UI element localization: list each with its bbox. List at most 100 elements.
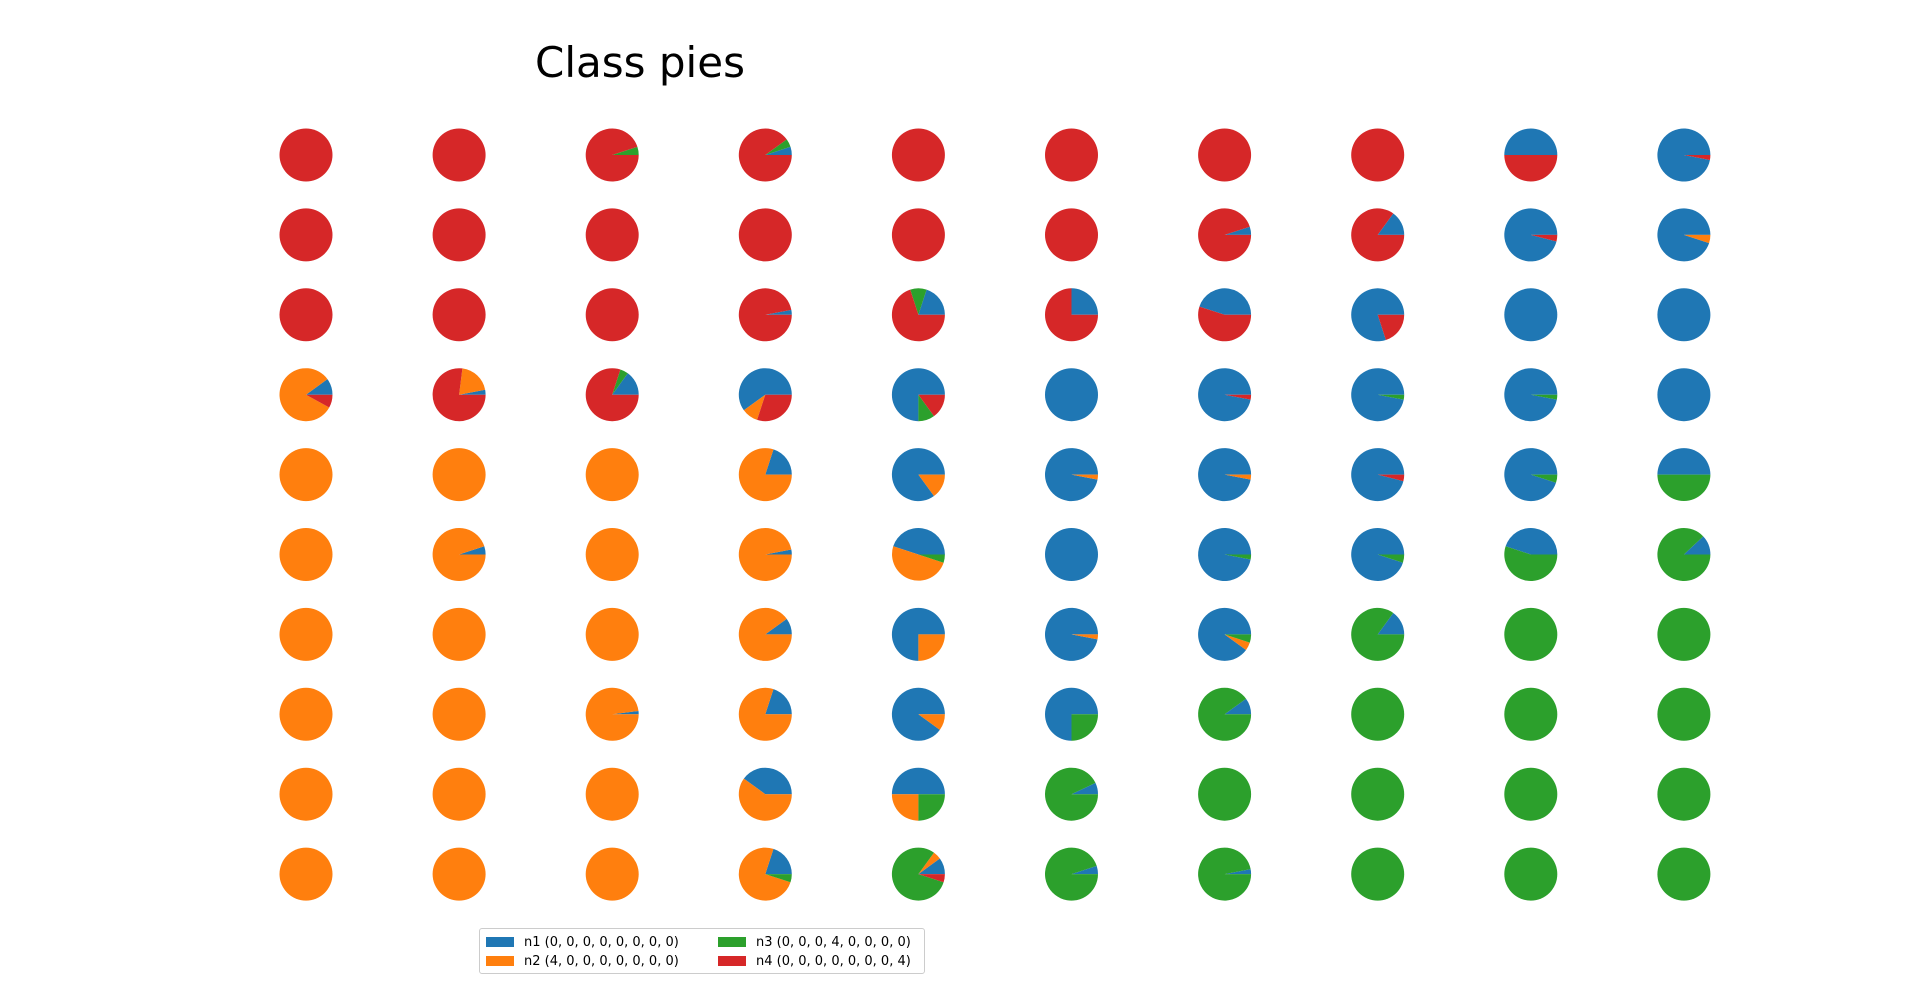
pie-r1-c2 [585, 208, 639, 262]
pie-r7-c0 [279, 687, 333, 741]
pie-r2-c3 [738, 288, 792, 342]
pie-r9-c2 [585, 847, 639, 901]
pie-r7-c2 [585, 687, 639, 741]
pie-slice-n4 [1045, 288, 1098, 342]
pie-slice-n1 [1504, 208, 1558, 262]
pie-r2-c5 [1045, 288, 1098, 342]
pie-slice-n4 [306, 394, 333, 408]
pie-slice-n2 [1224, 634, 1250, 650]
pie-r7-c9 [1657, 687, 1711, 741]
pie-r8-c0 [279, 767, 333, 821]
pie-r4-c9 [1657, 448, 1711, 502]
pie-r8-c4 [891, 767, 945, 821]
pie-r8-c5 [1045, 767, 1098, 821]
pie-slice-n2 [738, 778, 792, 821]
pie-slice-n4 [279, 128, 333, 182]
pie-slice-n1 [891, 448, 945, 502]
pie-r0-c6 [1198, 128, 1252, 182]
pie-r0-c7 [1351, 128, 1405, 182]
pie-r1-c0 [279, 208, 333, 262]
pie-r9-c1 [432, 847, 486, 901]
pie-r0-c1 [432, 128, 486, 182]
pie-slice-n1 [612, 373, 639, 395]
pie-slice-n1 [1351, 527, 1405, 581]
pie-slice-n1 [1045, 528, 1098, 581]
pie-slice-n3 [1530, 394, 1558, 400]
legend: n1 (0, 0, 0, 0, 0, 0, 0, 0) n2 (4, 0, 0,… [479, 928, 925, 974]
chart-title: Class pies [535, 38, 745, 87]
pie-slice-n4 [1351, 208, 1405, 262]
pie-slice-n4 [738, 208, 792, 262]
pie-slice-n1 [891, 687, 945, 741]
pie-r5-c1 [432, 528, 486, 582]
pie-slice-n1 [1198, 528, 1252, 582]
pie-r5-c0 [279, 528, 333, 581]
pie-slice-n4 [757, 394, 792, 422]
pie-slice-n2 [279, 687, 333, 741]
pie-slice-n1 [1377, 213, 1405, 235]
pie-r3-c9 [1657, 368, 1711, 422]
pie-r0-c5 [1045, 128, 1098, 182]
pie-slice-n3 [1224, 634, 1252, 643]
pie-r4-c6 [1198, 448, 1252, 502]
pie-slice-n1 [1071, 865, 1098, 875]
pie-r0-c0 [279, 128, 333, 182]
pie-r6-c7 [1351, 607, 1405, 661]
pie-r7-c3 [738, 687, 792, 741]
pie-r8-c2 [585, 767, 639, 821]
pie-r2-c0 [279, 288, 333, 342]
pie-r7-c6 [1198, 687, 1252, 741]
pie-slice-n4 [1530, 234, 1558, 242]
pie-r8-c9 [1657, 767, 1711, 821]
pie-slice-n3 [1351, 607, 1405, 661]
pie-slice-n3 [1377, 394, 1405, 400]
pie-slice-n2 [279, 607, 333, 661]
pie-slice-n4 [1198, 306, 1252, 342]
pie-r3-c5 [1045, 368, 1098, 422]
pie-slice-n2 [1224, 474, 1252, 480]
pie-r6-c4 [891, 607, 945, 661]
pie-slice-n2 [892, 546, 944, 581]
legend-item-n2: n2 (4, 0, 0, 0, 0, 0, 0, 0) [486, 952, 679, 970]
pie-slice-n1 [765, 689, 792, 715]
pie-slice-n4 [891, 289, 945, 342]
pie-r4-c8 [1504, 448, 1558, 502]
legend-item-n4: n4 (0, 0, 0, 0, 0, 0, 0, 4) [718, 952, 911, 970]
pie-slice-n1 [918, 858, 945, 875]
pie-slice-n4 [432, 128, 486, 182]
pie-r5-c5 [1045, 528, 1098, 581]
pie-r2-c2 [585, 288, 639, 342]
pie-slice-n4 [738, 288, 792, 342]
pie-slice-n1 [306, 379, 333, 395]
pie-slice-n2 [738, 607, 792, 661]
pie-r4-c5 [1044, 448, 1098, 502]
pie-slice-n1 [459, 546, 486, 555]
pie-r3-c1 [432, 368, 486, 422]
pie-slice-n1 [1199, 288, 1252, 315]
pie-r2-c9 [1657, 288, 1711, 342]
pie-slice-n1 [1657, 368, 1711, 422]
pie-r4-c1 [432, 448, 486, 502]
pie-r3-c3 [738, 368, 792, 422]
pie-r9-c8 [1504, 847, 1558, 901]
pie-slice-n2 [918, 474, 945, 497]
pie-r9-c4 [891, 847, 945, 901]
pie-slice-n1 [1504, 288, 1558, 342]
pie-slice-n3 [891, 847, 944, 901]
pie-slice-n3 [1377, 554, 1405, 563]
pie-slice-n2 [585, 528, 639, 581]
pie-slice-n2 [738, 687, 792, 741]
pie-r2-c1 [432, 288, 486, 342]
pie-r3-c6 [1198, 368, 1252, 422]
pie-r5-c7 [1351, 527, 1405, 581]
pie-slice-n1 [1377, 612, 1405, 635]
pie-r5-c3 [738, 527, 792, 581]
pie-slice-n2 [432, 448, 486, 502]
pie-slice-n1 [1683, 536, 1711, 555]
pie-r2-c8 [1504, 288, 1558, 342]
pie-slice-n2 [585, 847, 639, 901]
pie-r1-c5 [1045, 208, 1098, 262]
pie-slice-n1 [891, 767, 945, 795]
pie-slice-n4 [1198, 208, 1252, 262]
pie-r4-c7 [1351, 448, 1405, 502]
